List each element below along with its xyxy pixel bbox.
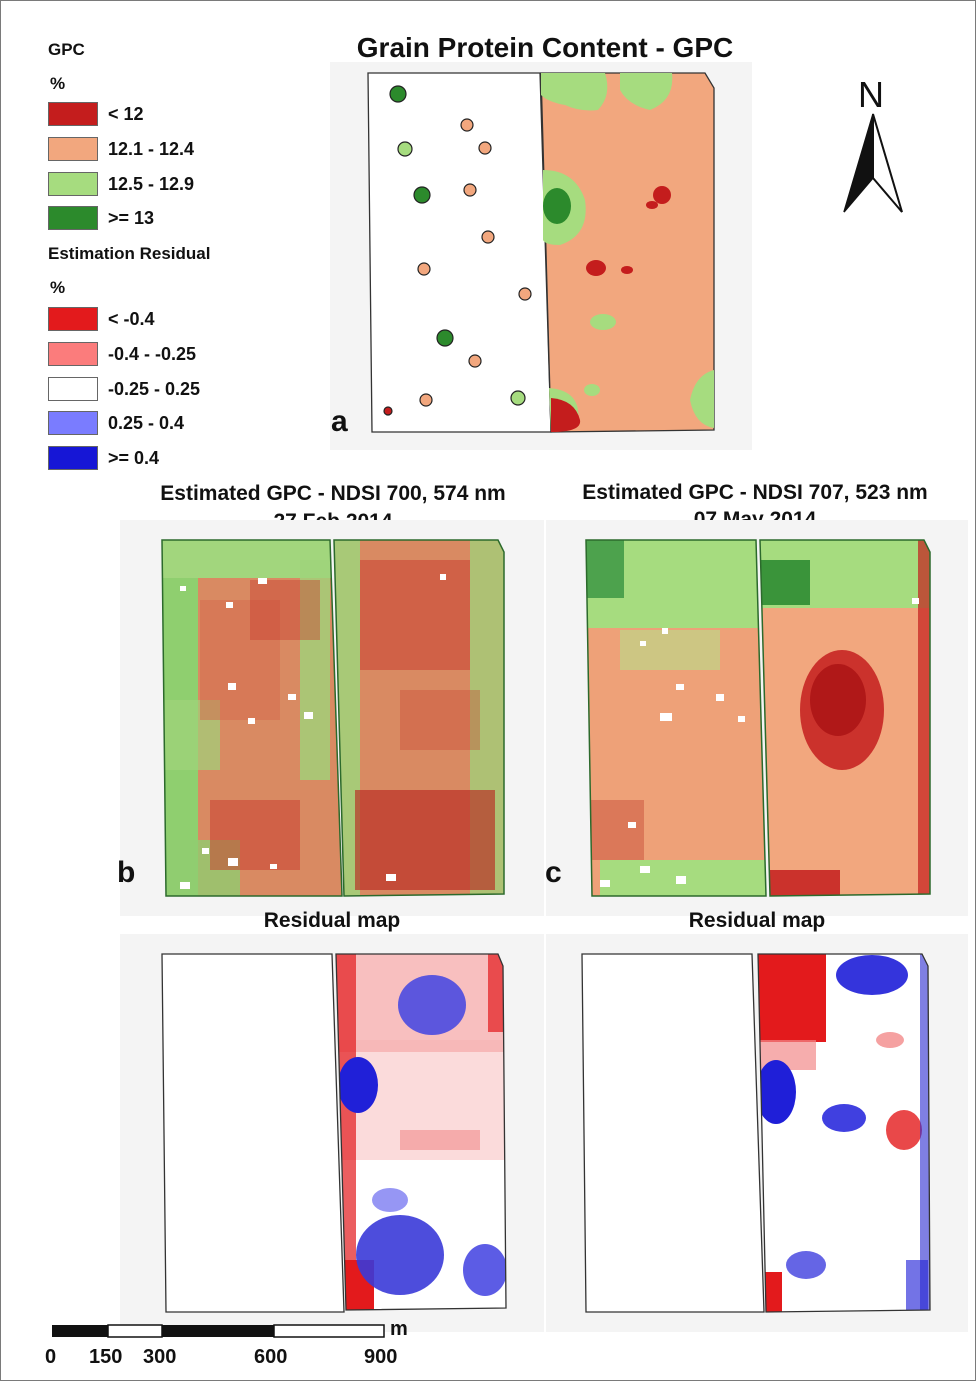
sample-point (397, 141, 413, 157)
res-legend-item-3: -0.25 - 0.25 (48, 376, 200, 402)
scale-tick-600: 600 (254, 1346, 288, 1368)
panel-a-right-field (540, 72, 715, 433)
res-swatch-2 (48, 342, 98, 366)
panel-a-sample-points (383, 85, 532, 416)
panel-b-gaps (180, 574, 446, 889)
panel-c-letter: c (545, 856, 562, 889)
res-swatch-5 (48, 446, 98, 470)
panel-c-gaps (600, 598, 919, 887)
scale-unit: m (390, 1318, 408, 1340)
sample-point (478, 141, 492, 155)
gpc-legend-unit: % (50, 74, 66, 93)
residual-legend-unit: % (50, 278, 66, 297)
panel-a-green-zone-1 (541, 73, 608, 111)
res-swatch-3 (48, 377, 98, 401)
res-legend-item-5: >= 0.4 (48, 445, 159, 471)
gpc-legend-item-ge13: >= 13 (48, 205, 154, 231)
gpc-legend-item-lt12: < 12 (48, 101, 144, 127)
panel-c-title: Estimated GPC - NDSI 707, 523 nm (582, 481, 928, 504)
gpc-label-lt12: < 12 (108, 103, 144, 124)
res-swatch-1 (48, 307, 98, 331)
gpc-swatch-ge13 (48, 206, 98, 230)
res-legend-item-1: < -0.4 (48, 306, 155, 332)
panel-a-green-zone-4 (590, 314, 616, 330)
sample-point (419, 393, 433, 407)
scale-segment (107, 1324, 163, 1338)
sample-point (510, 390, 526, 406)
panel-a-green-zone-7 (690, 370, 714, 428)
res-label-1: < -0.4 (108, 308, 155, 329)
sample-point (468, 354, 482, 368)
panel-c-residual-title: Residual map (688, 909, 826, 932)
res-label-5: >= 0.4 (108, 447, 160, 468)
north-arrow-icon (843, 113, 903, 213)
res-label-4: 0.25 - 0.4 (108, 412, 185, 433)
north-label: N (858, 74, 884, 115)
residual-c-left-field (581, 953, 765, 1313)
gpc-legend-item-12-5: 12.5 - 12.9 (48, 171, 194, 197)
gpc-swatch-12-1 (48, 137, 98, 161)
res-label-2: -0.4 - -0.25 (108, 343, 197, 364)
panel-a-red-zone-1 (551, 398, 581, 432)
panel-b-residual-title: Residual map (263, 909, 401, 932)
res-legend-item-2: -0.4 - -0.25 (48, 341, 196, 367)
sample-point (383, 406, 393, 416)
scale-segment (162, 1325, 274, 1337)
scale-segment (52, 1325, 108, 1337)
scale-tick-900: 900 (364, 1346, 398, 1368)
scale-tick-0: 0 (45, 1346, 57, 1368)
sample-point (460, 118, 474, 132)
scale-segment (273, 1324, 385, 1338)
panel-b-letter: b (117, 856, 136, 889)
res-legend-item-4: 0.25 - 0.4 (48, 410, 184, 436)
panel-a-title: Grain Protein Content - GPC (356, 32, 734, 63)
gpc-label-ge13: >= 13 (108, 207, 155, 228)
res-label-3: -0.25 - 0.25 (108, 378, 201, 399)
panel-a-dark-green-zone (543, 188, 571, 224)
scale-tick-150: 150 (89, 1346, 123, 1368)
scale-tick-300: 300 (143, 1346, 177, 1368)
gpc-label-12-5: 12.5 - 12.9 (108, 173, 195, 194)
sample-point (413, 186, 431, 204)
sample-point (481, 230, 495, 244)
sample-point (518, 287, 532, 301)
panel-a-red-zone-2 (653, 186, 671, 204)
panel-a-red-zone-3 (646, 201, 658, 209)
sample-point (417, 262, 431, 276)
gpc-swatch-12-5 (48, 172, 98, 196)
panel-a-red-zone-5 (621, 266, 633, 274)
panel-a-green-zone-5 (584, 384, 600, 396)
panel-b-title: Estimated GPC - NDSI 700, 574 nm (160, 482, 506, 505)
sample-point (389, 85, 407, 103)
panel-a-letter: a (331, 405, 348, 438)
gpc-label-12-1: 12.1 - 12.4 (108, 138, 195, 159)
gpc-legend-item-12-1: 12.1 - 12.4 (48, 136, 194, 162)
residual-b-left-field (161, 953, 345, 1313)
sample-point (436, 329, 454, 347)
residual-legend-title: Estimation Residual (48, 244, 211, 263)
panel-a-red-zone-4 (586, 260, 606, 276)
panel-a-green-zone-2 (620, 73, 673, 110)
gpc-legend-title: GPC (48, 40, 85, 59)
gpc-swatch-lt12 (48, 102, 98, 126)
sample-point (463, 183, 477, 197)
res-swatch-4 (48, 411, 98, 435)
